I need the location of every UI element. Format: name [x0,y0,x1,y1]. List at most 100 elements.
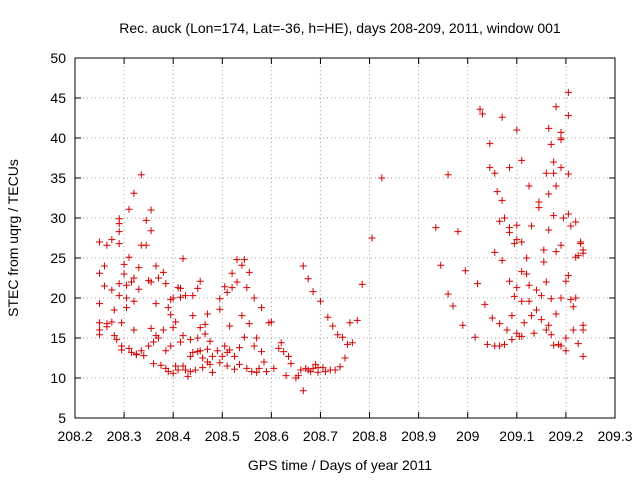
data-point [299,387,307,395]
data-point [574,252,582,260]
data-point [221,283,229,291]
data-point [174,366,182,374]
data-point [243,364,251,372]
data-point [518,268,526,276]
data-point [505,228,513,236]
data-point [547,140,555,148]
data-point [280,348,288,356]
data-point [233,278,241,286]
data-point [481,300,489,308]
data-point [437,261,445,269]
data-point [260,358,268,366]
data-point [258,304,266,312]
data-point [542,278,550,286]
data-point [316,297,324,305]
data-point [206,360,214,368]
data-point [525,281,533,289]
data-point [314,368,322,376]
data-point [523,270,531,278]
data-point [240,256,248,264]
data-point [528,312,536,320]
data-point [248,368,256,376]
data-point [346,319,354,327]
data-point [319,364,327,372]
data-point [562,334,570,342]
data-point [145,342,153,350]
x-tick-label: 209.2 [548,428,583,444]
data-point [250,342,258,350]
data-point [562,277,570,285]
data-point [199,364,207,372]
data-point [186,336,194,344]
data-point [250,294,258,302]
data-point [147,324,155,332]
data-point [488,314,496,322]
data-point [115,240,123,248]
data-point [213,347,221,355]
data-point [329,322,337,330]
data-point [142,241,150,249]
data-point [513,236,521,244]
data-point [184,372,192,380]
data-point [520,319,528,327]
data-point [297,366,305,374]
data-point [196,277,204,285]
y-tick-label: 35 [50,170,66,186]
data-point [505,164,513,172]
data-point [476,105,484,113]
data-point [294,372,302,380]
chart-title: Rec. auck (Lon=174, Lat=-36, h=HE), days… [119,20,561,36]
data-point [216,359,224,367]
data-point [557,164,565,172]
data-point [518,332,526,340]
data-point [508,312,516,320]
data-point [518,297,526,305]
data-point [147,278,155,286]
data-point [562,347,570,355]
data-point [115,215,123,223]
data-point [564,88,572,96]
y-axis-title: STEC from uqrg / TECUs [5,159,21,317]
data-point [525,297,533,305]
data-point [135,285,143,293]
data-point [164,368,172,376]
data-point [199,354,207,362]
data-point [309,364,317,372]
data-point [535,204,543,212]
data-point [564,112,572,120]
data-point [103,241,111,249]
data-point [228,269,236,277]
data-point [537,292,545,300]
data-point [505,277,513,285]
data-point [552,248,560,256]
data-point [454,228,462,236]
data-point [348,339,356,347]
data-point [483,340,491,348]
data-point [181,366,189,374]
data-point [154,334,162,342]
data-point [218,352,226,360]
data-point [177,338,185,346]
data-point [201,330,209,338]
data-point [125,205,133,213]
data-point [518,156,526,164]
data-point [267,318,275,326]
data-point [518,238,526,246]
data-point [179,332,187,340]
data-point [336,363,344,371]
data-point [496,217,504,225]
data-point [503,326,511,334]
data-point [147,206,155,214]
data-point [559,214,567,222]
data-point [110,332,118,340]
data-point [304,275,312,283]
data-point [508,336,516,344]
data-point [285,352,293,360]
data-point [545,226,553,234]
data-point [339,333,347,341]
data-point [550,212,558,220]
data-point [513,126,521,134]
data-point [510,240,518,248]
data-point [545,190,553,198]
data-points [96,88,587,395]
